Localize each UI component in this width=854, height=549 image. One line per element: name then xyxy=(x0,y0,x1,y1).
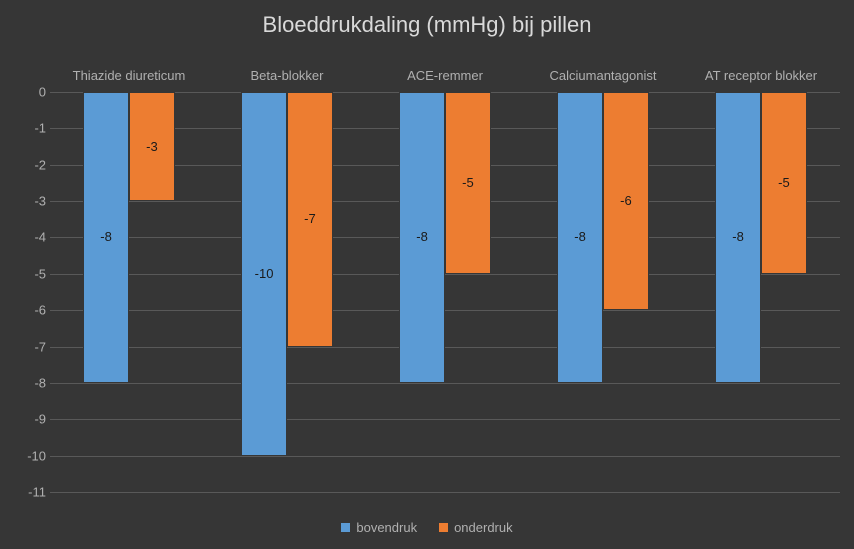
ytick-label: -6 xyxy=(4,303,46,318)
ytick-label: -4 xyxy=(4,230,46,245)
bar-onderdruk: -5 xyxy=(761,92,807,274)
gridline xyxy=(50,456,840,457)
ytick-label: -2 xyxy=(4,157,46,172)
ytick-label: -7 xyxy=(4,339,46,354)
bar-value-label: -8 xyxy=(558,229,602,244)
bar-bovendruk: -10 xyxy=(241,92,287,456)
ytick-label: -8 xyxy=(4,375,46,390)
bar-bovendruk: -8 xyxy=(715,92,761,383)
bar-value-label: -5 xyxy=(446,175,490,190)
gridline xyxy=(50,419,840,420)
bar-value-label: -10 xyxy=(242,266,286,281)
gridline xyxy=(50,492,840,493)
bar-value-label: -8 xyxy=(84,229,128,244)
legend-label: onderdruk xyxy=(454,520,513,535)
bar-bovendruk: -8 xyxy=(557,92,603,383)
ytick-label: -11 xyxy=(4,485,46,500)
ytick-label: -3 xyxy=(4,194,46,209)
ytick-label: -9 xyxy=(4,412,46,427)
plot-area: -8 -3 -10 -7 -8 -5 -8 -6 -8 -5 xyxy=(50,92,840,492)
legend-item-bovendruk: bovendruk xyxy=(341,520,417,535)
bar-bovendruk: -8 xyxy=(399,92,445,383)
category-label: Thiazide diureticum xyxy=(50,68,208,83)
ytick-label: -10 xyxy=(4,448,46,463)
legend-swatch xyxy=(439,523,448,532)
bar-onderdruk: -7 xyxy=(287,92,333,347)
bar-value-label: -8 xyxy=(716,229,760,244)
bar-onderdruk: -5 xyxy=(445,92,491,274)
category-label: AT receptor blokker xyxy=(682,68,840,83)
bar-value-label: -5 xyxy=(762,175,806,190)
bar-onderdruk: -6 xyxy=(603,92,649,310)
bar-onderdruk: -3 xyxy=(129,92,175,201)
ytick-label: -5 xyxy=(4,266,46,281)
legend-item-onderdruk: onderdruk xyxy=(439,520,513,535)
ytick-label: 0 xyxy=(4,85,46,100)
bar-value-label: -8 xyxy=(400,229,444,244)
category-label: ACE-remmer xyxy=(366,68,524,83)
gridline xyxy=(50,383,840,384)
bar-value-label: -6 xyxy=(604,193,648,208)
category-label: Beta-blokker xyxy=(208,68,366,83)
category-label: Calciumantagonist xyxy=(524,68,682,83)
legend: bovendruk onderdruk xyxy=(0,520,854,535)
ytick-label: -1 xyxy=(4,121,46,136)
bar-value-label: -3 xyxy=(130,139,174,154)
chart-title: Bloeddrukdaling (mmHg) bij pillen xyxy=(0,12,854,38)
legend-swatch xyxy=(341,523,350,532)
bar-bovendruk: -8 xyxy=(83,92,129,383)
legend-label: bovendruk xyxy=(356,520,417,535)
bar-value-label: -7 xyxy=(288,211,332,226)
